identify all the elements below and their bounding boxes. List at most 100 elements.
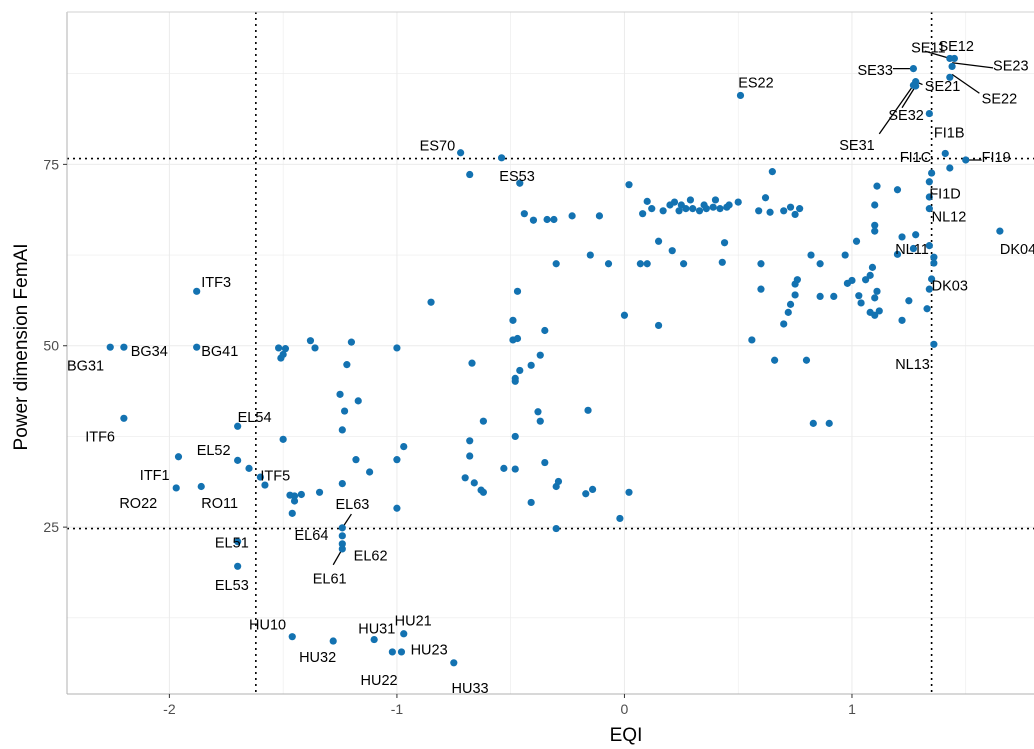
point-label: HU33 (452, 681, 489, 697)
data-point (930, 253, 938, 261)
label-leader-line (924, 50, 950, 60)
data-point (780, 207, 788, 215)
data-point (648, 205, 656, 213)
data-point (568, 212, 576, 220)
data-point (654, 321, 663, 330)
point-label: EL64 (295, 528, 329, 544)
labeled-data-point (909, 64, 918, 73)
data-point (771, 356, 779, 364)
data-point (816, 292, 824, 301)
labeled-data-point (400, 630, 408, 638)
x-tick-label: 0 (621, 701, 629, 717)
labeled-data-point (338, 545, 346, 553)
labeled-data-point (930, 259, 938, 267)
point-label: HU23 (411, 643, 448, 659)
x-tick-label: -2 (163, 701, 176, 717)
point-label: HU32 (299, 650, 336, 666)
data-point (711, 196, 720, 204)
data-point (766, 208, 774, 216)
data-point (786, 300, 795, 308)
point-label: BG34 (131, 344, 168, 360)
data-point (354, 397, 362, 405)
data-point (796, 205, 804, 213)
data-point (755, 207, 763, 215)
data-point (871, 201, 879, 209)
data-points (106, 54, 1004, 667)
data-point (393, 344, 401, 352)
point-label: HU10 (249, 617, 286, 633)
data-point (866, 271, 874, 279)
x-axis-title: EQI (610, 725, 643, 746)
data-point (340, 407, 349, 415)
point-label: SE23 (993, 59, 1028, 75)
point-label: ITF6 (85, 429, 115, 445)
data-point (400, 442, 408, 451)
labeled-data-point (388, 648, 396, 656)
data-point (802, 356, 811, 364)
data-point (513, 287, 522, 295)
grid-lines (67, 12, 1034, 694)
data-point (768, 168, 776, 176)
data-point (588, 485, 597, 493)
data-point (928, 275, 936, 283)
data-point (275, 344, 283, 352)
labeled-data-point (925, 205, 933, 213)
labeled-data-point (288, 633, 296, 641)
labeled-data-point (946, 73, 954, 81)
point-label: DK03 (932, 279, 968, 295)
label-leader-line (901, 85, 917, 109)
point-label: SE22 (982, 91, 1017, 107)
data-point (639, 210, 647, 218)
y-tick-label: 25 (43, 519, 59, 535)
data-point (695, 207, 704, 215)
point-label: NL11 (895, 242, 929, 258)
data-point (582, 490, 590, 498)
point-label: ES70 (420, 138, 455, 154)
data-point (479, 417, 487, 425)
labeled-data-point (234, 422, 242, 430)
data-point (848, 276, 856, 285)
data-point (500, 464, 508, 472)
data-point (279, 350, 287, 359)
data-point (347, 338, 356, 346)
data-point (625, 181, 633, 189)
data-point (757, 285, 765, 293)
point-label: RO11 (201, 496, 238, 512)
point-label: SE33 (857, 63, 892, 79)
data-point (909, 244, 918, 253)
data-point (393, 456, 401, 464)
data-point (279, 435, 287, 443)
data-point (643, 260, 651, 268)
data-point (393, 504, 401, 512)
labeled-data-point (941, 149, 949, 158)
data-point (873, 287, 881, 295)
panel-background (67, 12, 1034, 694)
data-point (702, 205, 710, 213)
data-point (791, 291, 799, 299)
data-point (925, 193, 933, 201)
labeled-data-point (197, 482, 205, 491)
point-label: EL51 (215, 535, 249, 551)
data-point (761, 194, 770, 202)
data-point (541, 458, 549, 467)
data-point (468, 359, 476, 367)
labeled-data-point (338, 540, 346, 548)
data-point (668, 247, 676, 255)
data-point (261, 481, 269, 489)
point-label: RO22 (119, 496, 157, 512)
labeled-data-point (338, 524, 346, 532)
data-point (586, 251, 594, 259)
data-point (682, 205, 690, 213)
labeled-data-point (925, 242, 933, 250)
data-point (675, 207, 683, 215)
x-tick-label: 1 (848, 701, 856, 717)
labeled-data-point (234, 456, 242, 464)
data-point (541, 326, 549, 335)
data-point (830, 292, 838, 301)
data-point (925, 285, 933, 293)
labeled-data-point (234, 538, 242, 546)
y-tick-label: 75 (43, 156, 59, 172)
point-label: ES53 (499, 169, 534, 185)
data-point (816, 260, 824, 268)
data-point (520, 210, 528, 218)
